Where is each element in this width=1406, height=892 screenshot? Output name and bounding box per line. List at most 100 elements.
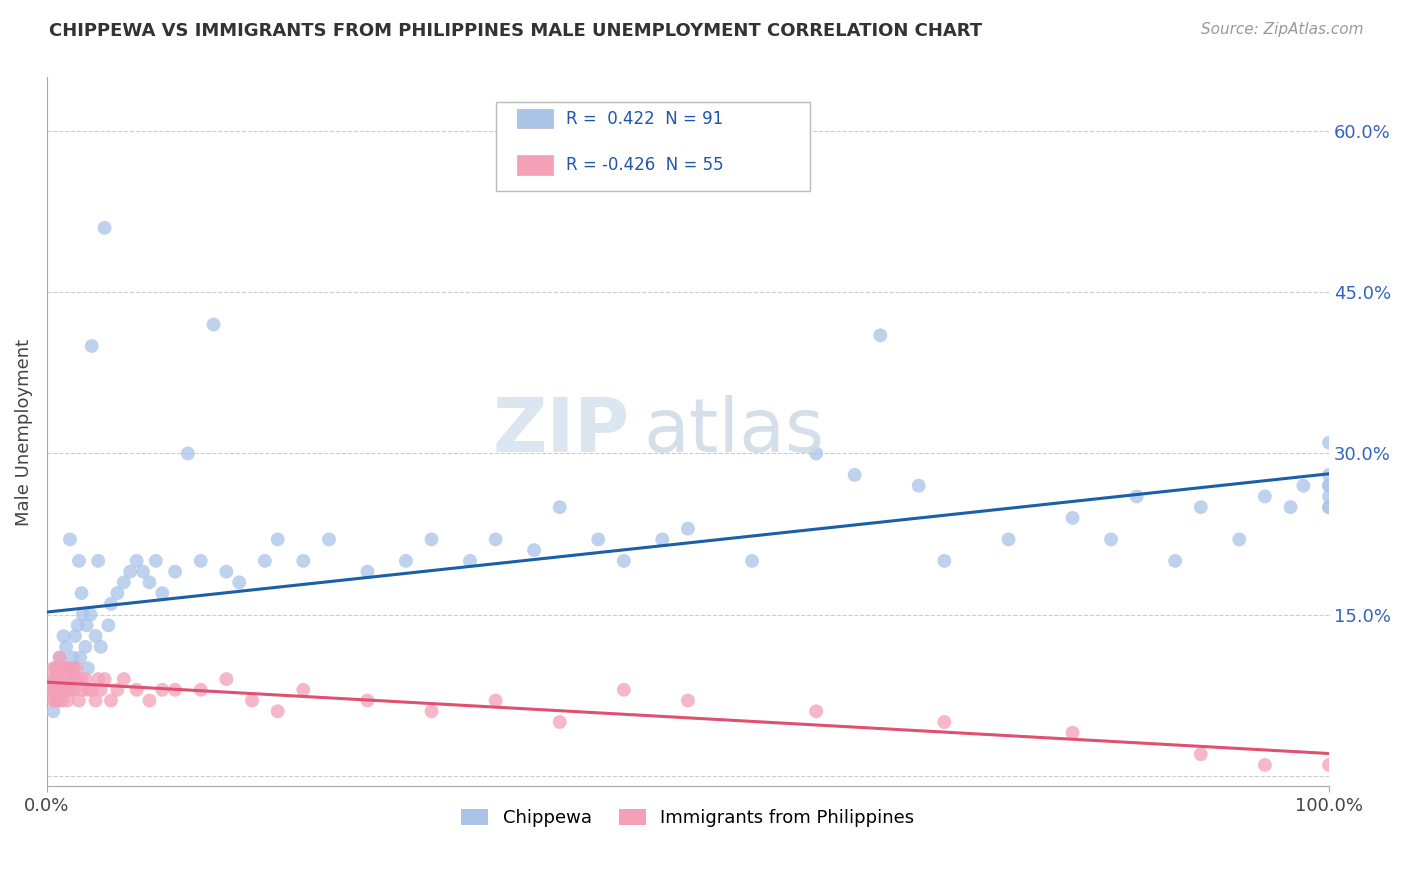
Point bbox=[1317, 435, 1340, 450]
Point bbox=[240, 693, 263, 707]
Text: CHIPPEWA VS IMMIGRANTS FROM PHILIPPINES MALE UNEMPLOYMENT CORRELATION CHART: CHIPPEWA VS IMMIGRANTS FROM PHILIPPINES … bbox=[49, 22, 983, 40]
Point bbox=[56, 672, 79, 686]
Point bbox=[44, 672, 66, 686]
Point bbox=[112, 672, 135, 686]
Point bbox=[741, 554, 763, 568]
Point bbox=[90, 682, 112, 697]
Point bbox=[586, 533, 609, 547]
Point bbox=[1164, 554, 1187, 568]
Point bbox=[84, 693, 107, 707]
Point bbox=[55, 672, 77, 686]
Point bbox=[49, 672, 72, 686]
Point bbox=[60, 672, 83, 686]
Point bbox=[651, 533, 673, 547]
Point bbox=[253, 554, 276, 568]
Point bbox=[55, 682, 77, 697]
Point bbox=[190, 682, 212, 697]
Point bbox=[62, 682, 84, 697]
Point bbox=[485, 693, 508, 707]
Point bbox=[42, 661, 65, 675]
Point bbox=[48, 672, 70, 686]
Point bbox=[125, 554, 148, 568]
Point bbox=[58, 661, 80, 675]
Point bbox=[934, 714, 956, 729]
Point bbox=[46, 693, 69, 707]
Point bbox=[215, 565, 238, 579]
Point bbox=[1317, 490, 1340, 504]
Point bbox=[60, 672, 83, 686]
Point bbox=[67, 554, 90, 568]
FancyBboxPatch shape bbox=[517, 109, 554, 128]
Point bbox=[523, 543, 546, 558]
Text: R = -0.426  N = 55: R = -0.426 N = 55 bbox=[567, 155, 724, 174]
Point bbox=[676, 522, 699, 536]
Point bbox=[356, 693, 378, 707]
Point bbox=[1099, 533, 1122, 547]
Point bbox=[58, 661, 80, 675]
Point bbox=[41, 672, 63, 686]
Point bbox=[69, 650, 91, 665]
Point bbox=[72, 607, 94, 622]
Point bbox=[39, 682, 62, 697]
Point bbox=[49, 682, 72, 697]
Point bbox=[292, 554, 315, 568]
Text: atlas: atlas bbox=[643, 395, 824, 468]
Point bbox=[395, 554, 418, 568]
Point bbox=[145, 554, 167, 568]
Point bbox=[53, 661, 76, 675]
Point bbox=[45, 661, 67, 675]
Point bbox=[548, 500, 571, 515]
Point bbox=[613, 554, 636, 568]
Point bbox=[67, 693, 90, 707]
Point bbox=[45, 661, 67, 675]
Point bbox=[132, 565, 155, 579]
Point bbox=[70, 586, 93, 600]
Point bbox=[1292, 478, 1315, 492]
Point bbox=[42, 682, 65, 697]
Point bbox=[90, 640, 112, 654]
FancyBboxPatch shape bbox=[517, 154, 554, 175]
Point bbox=[997, 533, 1019, 547]
Point bbox=[1254, 758, 1277, 772]
Point bbox=[76, 618, 98, 632]
Point bbox=[356, 565, 378, 579]
Point bbox=[112, 575, 135, 590]
Point bbox=[87, 554, 110, 568]
Point bbox=[45, 682, 67, 697]
Point bbox=[844, 467, 866, 482]
Point bbox=[48, 650, 70, 665]
Point bbox=[48, 693, 70, 707]
Point bbox=[190, 554, 212, 568]
Point bbox=[42, 682, 65, 697]
Point bbox=[55, 682, 77, 697]
Point bbox=[72, 682, 94, 697]
Point bbox=[907, 478, 929, 492]
Point bbox=[48, 661, 70, 675]
Point bbox=[1279, 500, 1302, 515]
Point bbox=[1062, 725, 1084, 739]
Point bbox=[77, 682, 100, 697]
Point bbox=[42, 704, 65, 718]
Point bbox=[266, 533, 288, 547]
Point bbox=[107, 682, 129, 697]
Text: R =  0.422  N = 91: R = 0.422 N = 91 bbox=[567, 110, 724, 128]
Point bbox=[48, 682, 70, 697]
Point bbox=[75, 672, 97, 686]
Point bbox=[87, 672, 110, 686]
Point bbox=[52, 672, 75, 686]
Point bbox=[100, 693, 122, 707]
Point bbox=[77, 661, 100, 675]
Point bbox=[202, 318, 225, 332]
Legend: Chippewa, Immigrants from Philippines: Chippewa, Immigrants from Philippines bbox=[454, 802, 922, 834]
Point bbox=[420, 704, 443, 718]
Point bbox=[215, 672, 238, 686]
Point bbox=[46, 672, 69, 686]
Point bbox=[1189, 747, 1212, 762]
Point bbox=[1227, 533, 1250, 547]
Point bbox=[613, 682, 636, 697]
Point bbox=[62, 650, 84, 665]
Point bbox=[75, 640, 97, 654]
Point bbox=[869, 328, 891, 343]
Point bbox=[177, 446, 200, 460]
Point bbox=[63, 629, 86, 643]
